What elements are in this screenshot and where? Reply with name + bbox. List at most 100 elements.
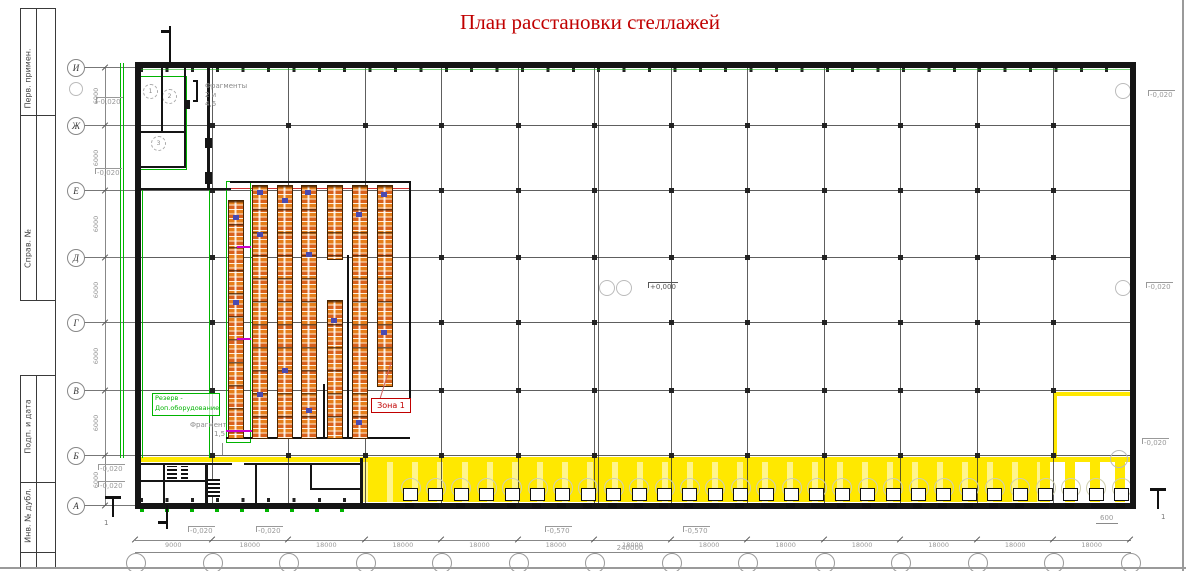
column-dot [745, 453, 751, 458]
frame-line [36, 8, 37, 300]
dock-door [580, 488, 596, 501]
bottom-axis-bubble [355, 553, 376, 571]
section-flag [161, 30, 171, 33]
axis-bubble-В: В [67, 382, 85, 400]
frame-line [36, 375, 37, 567]
column-dot [439, 453, 445, 458]
office-wall [137, 188, 231, 190]
dock-door [479, 488, 495, 501]
green-line [137, 69, 1133, 70]
grid-line-vertical [1053, 67, 1055, 503]
office2-wall [163, 463, 165, 505]
column-dot [592, 255, 598, 260]
grid-line-horizontal [135, 257, 1130, 258]
door-gap [232, 462, 244, 466]
fragment-bottom-note: Фрагмент 1,5 [190, 421, 227, 439]
stair-hatch [167, 466, 177, 479]
door-stub [1065, 503, 1075, 508]
blue-pallet-cell [282, 368, 288, 373]
yellow-path-vertical [1053, 392, 1057, 462]
rack-outline [226, 437, 410, 439]
dim-tick [1126, 536, 1134, 543]
reserve-line2: Доп.оборудование [155, 403, 220, 412]
bottom-dim-label: 18000 [239, 541, 261, 549]
dock-door [911, 488, 926, 501]
red-zone-line [137, 188, 410, 189]
dock-door [1038, 488, 1053, 501]
elevation-label: -0,020 [95, 168, 122, 177]
side-dim-line [105, 67, 106, 505]
column-dot [362, 123, 368, 128]
door-stub [811, 503, 821, 508]
door-stub [862, 503, 872, 508]
green-line [123, 63, 124, 458]
grid-line-vertical [900, 67, 902, 503]
door-stub [1116, 503, 1126, 508]
faint-circle [1115, 280, 1131, 296]
elevation-label: -0,570 [545, 526, 572, 535]
axis-bubble-Г: Г [67, 314, 85, 332]
rack-row [301, 185, 317, 439]
door-stub [532, 503, 541, 508]
axis-bubble-Б: Б [67, 447, 85, 465]
door-stub [659, 503, 668, 508]
faint-circle [616, 280, 632, 296]
column-dot [439, 255, 445, 260]
column-dot [439, 388, 445, 393]
door-stub [455, 503, 465, 508]
column-dot [515, 453, 521, 458]
frame-line [20, 375, 21, 567]
column-dot [745, 123, 751, 128]
axis-bubble-Д: Д [67, 249, 85, 267]
column-dot [515, 388, 521, 393]
column-dot [898, 188, 904, 193]
dim-total: 240000 [616, 544, 644, 552]
stair-hatch [208, 479, 220, 497]
door-stub [633, 503, 643, 508]
dock-door [555, 488, 571, 501]
section-flag [158, 521, 168, 524]
door-stub [963, 503, 973, 508]
blue-pallet-cell [331, 318, 337, 323]
fragment-bracket [193, 100, 198, 102]
frame-line [20, 482, 56, 483]
office2-wall [255, 463, 257, 505]
reserve-line1: Резерв - [155, 394, 183, 402]
column-dot [898, 453, 904, 458]
column-dot [592, 123, 598, 128]
grid-line-vertical [517, 67, 519, 503]
column-dot [1051, 388, 1057, 393]
bottom-total-line [135, 552, 1131, 553]
rack-outline [323, 384, 325, 437]
wall-right [1130, 62, 1136, 509]
office-wall [184, 67, 186, 168]
dock-door [987, 488, 1003, 501]
fragments-note-line1: Фрагменты [205, 82, 248, 90]
column-dot [821, 188, 827, 193]
bottom-axis-bubble [1044, 553, 1065, 571]
column-dot [745, 255, 751, 260]
rack-row [252, 185, 268, 439]
door-stub [684, 503, 694, 508]
dock-door [504, 488, 520, 501]
door-stub [989, 503, 999, 508]
section-line [1157, 489, 1159, 509]
bottom-dim-label: 18000 [928, 541, 949, 549]
blue-pallet-cell [257, 392, 263, 397]
bottom-dim-label: 9000 [164, 541, 182, 549]
blue-pallet-cell [257, 232, 263, 237]
dock-door [428, 488, 444, 501]
blue-pallet-cell [356, 212, 362, 217]
door-stub [1040, 503, 1049, 508]
grid-line-horizontal [135, 390, 1130, 391]
column-dot [1051, 453, 1057, 458]
door-block [205, 138, 212, 148]
column-dot [592, 388, 598, 393]
axis-leader [84, 390, 135, 391]
bottom-axis-bubble [814, 553, 835, 571]
door-stub [887, 503, 897, 508]
axis-leader [84, 190, 135, 191]
frame-line [20, 8, 56, 9]
frame-line [20, 115, 56, 116]
column-dot [1051, 255, 1057, 260]
